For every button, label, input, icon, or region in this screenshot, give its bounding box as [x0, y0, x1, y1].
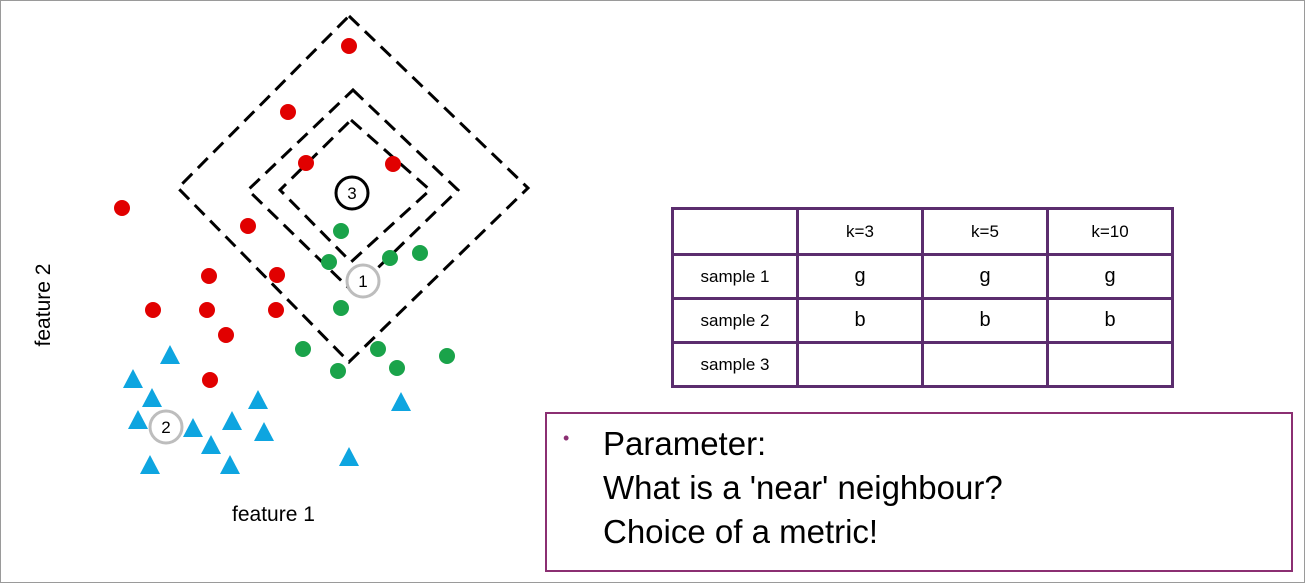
- green-point: [412, 245, 428, 261]
- blue-triangle: [201, 435, 221, 454]
- green-point: [295, 341, 311, 357]
- table-row: sample 1 g g g: [671, 253, 1174, 300]
- red-point: [385, 156, 401, 172]
- blue-triangle: [123, 369, 143, 388]
- query-sample-1: 1: [345, 263, 381, 299]
- blue-triangle: [391, 392, 411, 411]
- x-axis-label: feature 1: [232, 503, 315, 526]
- table-cell: [921, 341, 1049, 388]
- red-point: [280, 104, 296, 120]
- red-point: [145, 302, 161, 318]
- bullet-icon: •: [563, 428, 570, 448]
- red-point: [201, 268, 217, 284]
- table-cell: g: [796, 253, 924, 300]
- red-point: [202, 372, 218, 388]
- y-axis-label: feature 2: [32, 263, 55, 347]
- table-cell: [1046, 341, 1174, 388]
- note-text: Parameter: What is a 'near' neighbour? C…: [603, 422, 1003, 554]
- green-point: [330, 363, 346, 379]
- table-row: sample 2 b b b: [671, 297, 1174, 344]
- table-cell: g: [1046, 253, 1174, 300]
- table-row: sample 3: [671, 341, 1174, 388]
- table-cell: b: [1046, 297, 1174, 344]
- blue-triangle: [339, 447, 359, 466]
- query-sample-2: 2: [148, 409, 184, 445]
- row-label: sample 3: [671, 341, 799, 388]
- svg-text:1: 1: [358, 272, 367, 291]
- neighbourhood-diamond-outer: [175, 13, 531, 365]
- green-point: [370, 341, 386, 357]
- table-cell: b: [921, 297, 1049, 344]
- green-point: [333, 223, 349, 239]
- blue-triangle: [222, 411, 242, 430]
- red-point: [268, 302, 284, 318]
- green-point: [389, 360, 405, 376]
- parameter-note-box: • Parameter: What is a 'near' neighbour?…: [545, 412, 1293, 572]
- blue-triangle: [160, 345, 180, 364]
- table-header-cell: k=3: [796, 207, 924, 256]
- red-point: [114, 200, 130, 216]
- note-line: Parameter:: [603, 425, 767, 462]
- red-point: [298, 155, 314, 171]
- knn-vote-table: k=3 k=5 k=10 sample 1 g g g sample 2 b b…: [671, 207, 1174, 388]
- blue-triangle: [140, 455, 160, 474]
- row-label: sample 2: [671, 297, 799, 344]
- row-label: sample 1: [671, 253, 799, 300]
- svg-text:2: 2: [161, 418, 170, 437]
- svg-text:3: 3: [347, 184, 356, 203]
- red-point: [341, 38, 357, 54]
- table-header-cell: k=5: [921, 207, 1049, 256]
- query-sample-3: 3: [334, 175, 370, 211]
- blue-triangle: [220, 455, 240, 474]
- table-cell: g: [921, 253, 1049, 300]
- red-point: [240, 218, 256, 234]
- green-point: [439, 348, 455, 364]
- note-line: What is a 'near' neighbour?: [603, 469, 1003, 506]
- red-point: [199, 302, 215, 318]
- red-point: [269, 267, 285, 283]
- blue-triangle: [254, 422, 274, 441]
- green-point: [333, 300, 349, 316]
- red-point: [218, 327, 234, 343]
- table-header-cell: k=10: [1046, 207, 1174, 256]
- note-line: Choice of a metric!: [603, 513, 879, 550]
- knn-scatter-diagram: 1 2 3: [114, 13, 531, 474]
- blue-triangle: [142, 388, 162, 407]
- blue-triangle: [183, 418, 203, 437]
- blue-triangle: [128, 410, 148, 429]
- table-cell: [796, 341, 924, 388]
- table-header-cell: [671, 207, 799, 256]
- blue-triangle: [248, 390, 268, 409]
- green-point: [382, 250, 398, 266]
- neighbourhood-diamond-inner: [277, 117, 433, 265]
- table-header-row: k=3 k=5 k=10: [671, 207, 1174, 256]
- table-cell: b: [796, 297, 924, 344]
- green-point: [321, 254, 337, 270]
